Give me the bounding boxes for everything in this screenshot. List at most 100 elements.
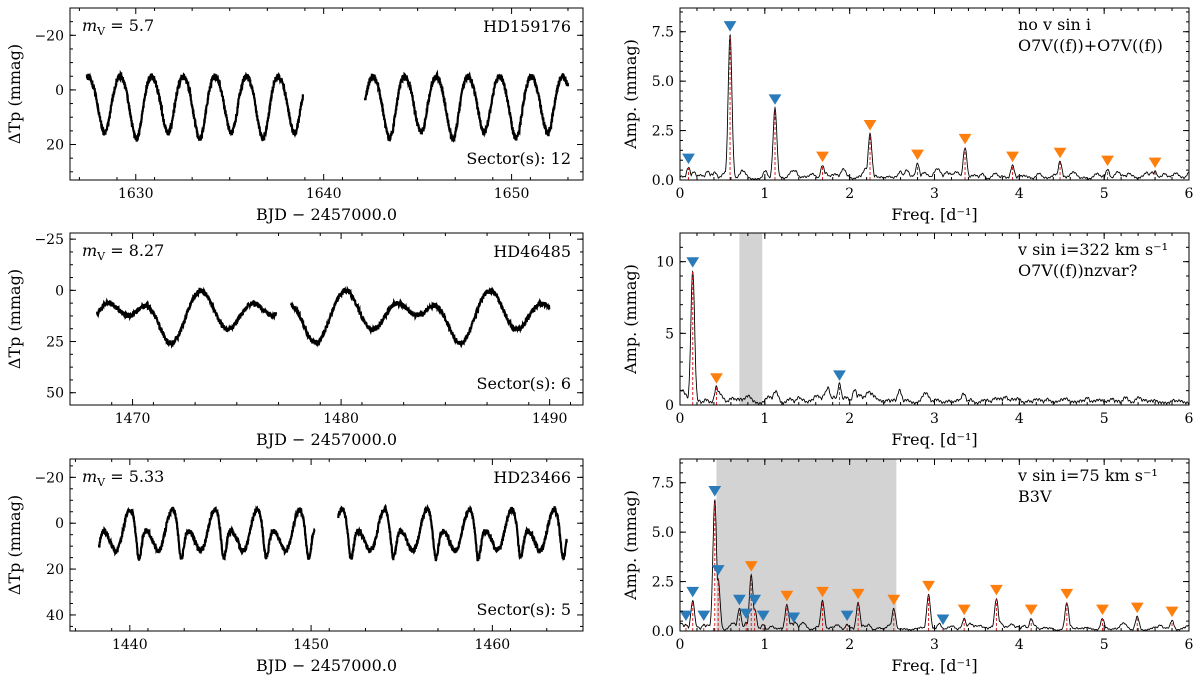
ps-xtick-label: 0 — [676, 186, 685, 202]
ps-xtick-label: 6 — [1185, 186, 1194, 202]
ps-xtick-label: 3 — [930, 411, 939, 427]
ps-ytick-label: 10 — [656, 255, 674, 271]
ps-ytick-label: 5.0 — [652, 525, 674, 541]
blue-peak-marker — [840, 610, 854, 622]
vsini-label: no v sin i — [1018, 15, 1091, 34]
light-curve-panel-1: 1630 1640 1650 −20 0 20 mV = 5.7 HD159176 Sector… — [5, 7, 584, 224]
orange-peak-marker — [1053, 147, 1067, 159]
orange-peak-marker — [1130, 602, 1144, 614]
ps-xtick-label: 2 — [845, 411, 854, 427]
ps-ytick-label: 5 — [665, 326, 674, 342]
lc-xtick-label: 1640 — [306, 186, 342, 202]
blue-peak-marker — [768, 94, 782, 105]
ps-xtick-label: 2 — [845, 186, 854, 202]
ps-xtick-label: 6 — [1185, 411, 1194, 427]
spectral-type-label: B3V — [1018, 487, 1052, 506]
ps-ytick-label: 2.5 — [652, 575, 674, 591]
ps-xtick-label: 0 — [676, 637, 685, 653]
star-name: HD46485 — [493, 242, 571, 261]
ps-ytick-label: 7.5 — [652, 25, 674, 41]
star-name: HD23466 — [493, 468, 571, 487]
blue-peak-marker — [739, 608, 753, 620]
orange-peak-marker — [922, 580, 935, 592]
orange-peak-marker — [863, 120, 877, 131]
light-curve-series — [96, 285, 551, 349]
blue-peak-marker — [787, 612, 801, 624]
magnitude-label: mV = 5.7 — [82, 16, 154, 38]
orange-peak-marker — [744, 561, 758, 572]
orange-peak-marker — [1165, 606, 1179, 618]
ps-ytick-label: 0.0 — [652, 624, 674, 640]
ps-xtick-label: 5 — [1100, 411, 1109, 427]
ps-xtick-label: 3 — [930, 186, 939, 202]
lc-ytick-label: 0 — [55, 516, 64, 532]
sector-label: Sector(s): 6 — [477, 374, 571, 393]
orange-peak-marker — [1024, 604, 1038, 616]
ps-ytick-label: 0 — [665, 398, 674, 414]
sector-label: Sector(s): 5 — [477, 600, 571, 619]
ps-xtick-label: 4 — [1015, 186, 1024, 202]
blue-peak-marker — [697, 610, 711, 622]
ps-xtick-label: 6 — [1185, 637, 1194, 653]
orange-peak-marker — [958, 133, 972, 145]
blue-peak-marker — [732, 594, 746, 606]
orange-peak-marker — [816, 151, 829, 163]
y-axis-label: Amp. (mmag) — [621, 264, 640, 375]
lc-ytick-label: −20 — [34, 28, 64, 44]
blue-peak-marker — [686, 257, 700, 268]
blue-peak-marker — [679, 610, 693, 622]
lc-xtick-label: 1650 — [494, 186, 530, 202]
periodogram-frame — [679, 7, 1190, 181]
blue-peak-marker — [723, 21, 737, 32]
lc-xtick-label: 1460 — [475, 637, 511, 653]
lc-xtick-label: 1440 — [112, 637, 148, 653]
ps-xtick-label: 4 — [1015, 637, 1024, 653]
orange-peak-marker — [851, 588, 865, 600]
ps-ytick-label: 5.0 — [652, 74, 674, 90]
light-curve-panel-2: 1470 1480 1490 −25 0 25 50 mV = 8.27 HD46485 Sect… — [5, 232, 584, 449]
y-axis-label: Amp. (mmag) — [621, 490, 640, 601]
y-axis-label: ΔTp (mmag) — [5, 44, 24, 144]
lc-xtick-label: 1450 — [293, 637, 329, 653]
x-axis-label: Freq. [d⁻¹] — [891, 656, 977, 675]
ps-xtick-label: 5 — [1100, 186, 1109, 202]
lc-ytick-label: 25 — [46, 335, 64, 351]
lc-ytick-label: 0 — [55, 83, 64, 99]
ps-xtick-label: 1 — [760, 637, 769, 653]
x-axis-label: BJD − 2457000.0 — [256, 656, 397, 675]
blue-peak-marker — [708, 486, 722, 497]
periodogram-panel-3: 0 1 2 3 4 5 6 0.0 2.5 5.0 7.5 v sin i=75 km s⁻¹ B3V F… — [621, 458, 1194, 675]
light-curve-frame — [69, 7, 584, 181]
x-axis-label: Freq. [d⁻¹] — [891, 205, 977, 224]
blue-peak-marker — [936, 614, 950, 625]
orange-peak-marker — [990, 584, 1003, 596]
blue-peak-marker — [711, 565, 725, 576]
orange-peak-marker — [1060, 588, 1074, 600]
orange-peak-marker — [1101, 155, 1114, 167]
blue-peak-marker — [686, 586, 700, 598]
light-curve-series — [85, 69, 570, 143]
light-curve-panel-3: 1440 1450 1460 −20 0 20 40 mV = 5.33 HD23466 Sect… — [5, 458, 584, 675]
lc-ytick-label: −20 — [34, 470, 64, 486]
vsini-label: v sin i=322 km s⁻¹ — [1017, 240, 1168, 259]
shaded-region — [716, 459, 897, 631]
orange-peak-marker — [780, 590, 794, 602]
lc-ytick-label: −25 — [34, 232, 64, 248]
light-curve-frame — [69, 458, 584, 632]
magnitude-label: mV = 8.27 — [82, 241, 164, 263]
lc-ytick-label: 20 — [46, 138, 64, 154]
lc-xtick-label: 1470 — [115, 411, 151, 427]
ps-xtick-label: 5 — [1100, 637, 1109, 653]
orange-peak-marker — [816, 586, 829, 598]
orange-peak-marker — [887, 594, 901, 606]
vsini-label: v sin i=75 km s⁻¹ — [1017, 466, 1158, 485]
spectral-type-label: O7V((f))nzvar? — [1018, 261, 1137, 280]
periodogram-panel-2: 0 1 2 3 4 5 6 0 5 10 v sin i=322 km s⁻¹ O7V((f))nzv… — [621, 232, 1194, 449]
blue-peak-marker — [682, 153, 695, 165]
light-curve-series — [97, 503, 568, 562]
light-curve-frame — [69, 232, 584, 406]
y-axis-label: ΔTp (mmag) — [5, 495, 24, 595]
star-name: HD159176 — [483, 17, 571, 36]
ps-xtick-label: 0 — [676, 411, 685, 427]
